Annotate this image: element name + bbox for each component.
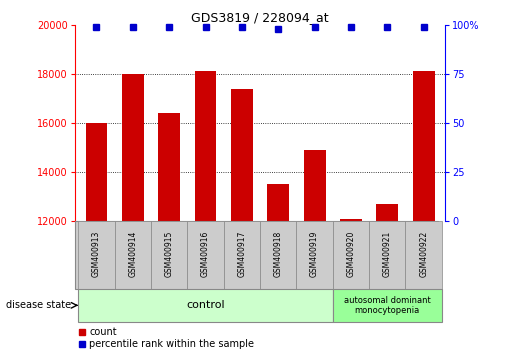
Text: autosomal dominant
monocytopenia: autosomal dominant monocytopenia (344, 296, 431, 315)
Text: GSM400914: GSM400914 (128, 230, 138, 277)
Bar (304, 150, 325, 221)
Bar (405, 221, 442, 289)
Legend: count, percentile rank within the sample: count, percentile rank within the sample (79, 327, 254, 349)
Bar (231, 88, 253, 221)
Bar (122, 74, 144, 221)
Bar (158, 113, 180, 221)
Text: GSM400918: GSM400918 (274, 230, 283, 277)
Text: GSM400917: GSM400917 (237, 230, 246, 277)
Text: GSM400913: GSM400913 (92, 230, 101, 277)
Bar (85, 123, 108, 221)
Bar (78, 289, 333, 322)
Text: GSM400919: GSM400919 (310, 230, 319, 277)
Bar (333, 221, 369, 289)
Title: GDS3819 / 228094_at: GDS3819 / 228094_at (191, 11, 329, 24)
Bar (195, 72, 216, 221)
Bar (340, 219, 362, 221)
Bar (224, 221, 260, 289)
Bar (187, 221, 224, 289)
Text: disease state: disease state (6, 300, 71, 310)
Text: GSM400915: GSM400915 (165, 230, 174, 277)
Bar (376, 204, 398, 221)
Text: GSM400916: GSM400916 (201, 230, 210, 277)
Bar (333, 289, 442, 322)
Bar (151, 221, 187, 289)
Text: GSM400920: GSM400920 (347, 230, 355, 277)
Bar (115, 221, 151, 289)
Bar (78, 221, 115, 289)
Bar (260, 221, 297, 289)
Bar (369, 221, 405, 289)
Bar (267, 184, 289, 221)
Bar (297, 221, 333, 289)
Text: GSM400921: GSM400921 (383, 230, 392, 277)
Text: control: control (186, 300, 225, 310)
Text: GSM400922: GSM400922 (419, 230, 428, 277)
Bar (413, 72, 435, 221)
